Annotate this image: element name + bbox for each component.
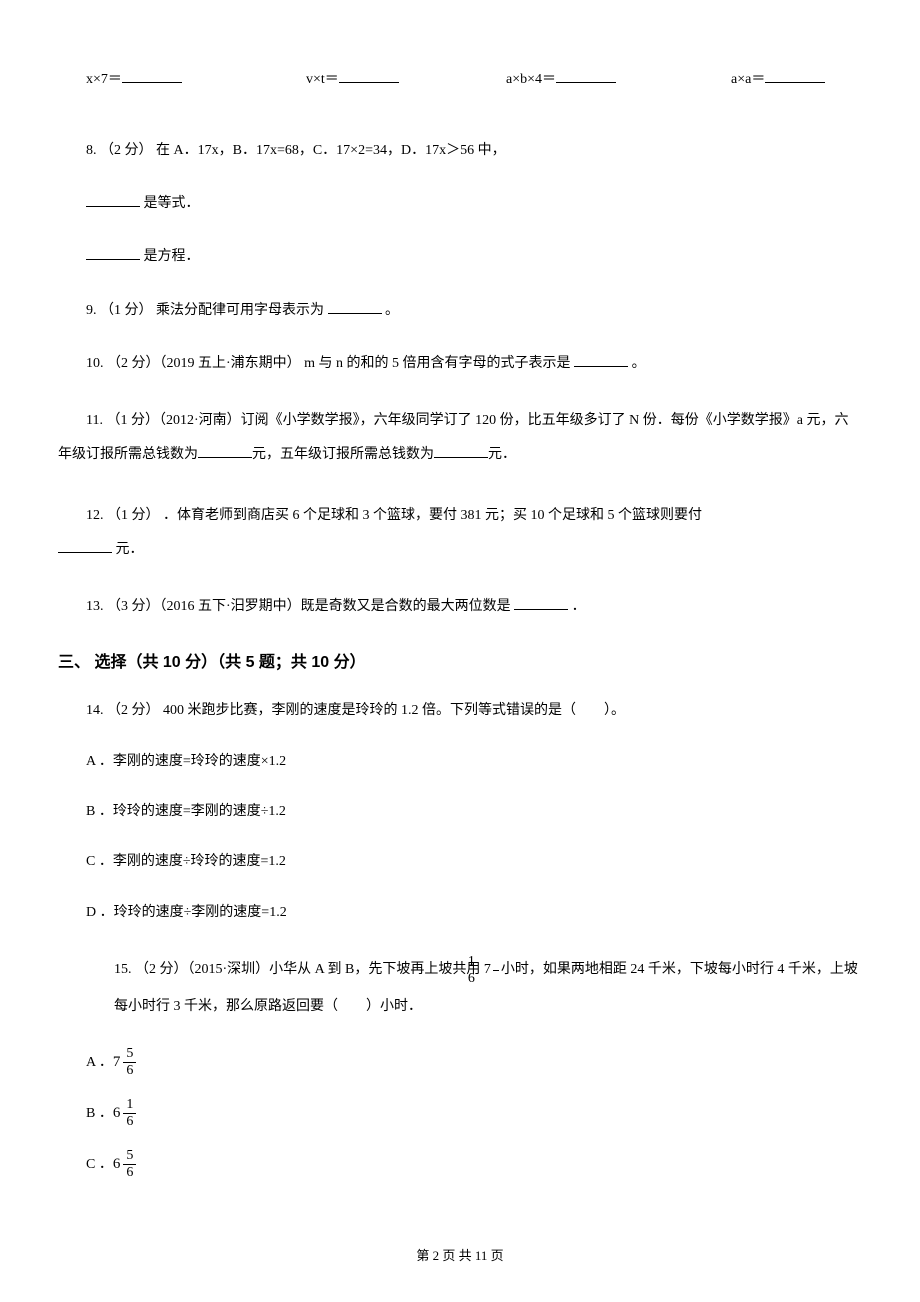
q8-line2: 是方程．: [86, 244, 862, 269]
question-9: 9. （1 分） 乘法分配律可用字母表示为 。: [86, 298, 862, 323]
q11-mid: 元，五年级订报所需总钱数为: [252, 447, 434, 462]
q8-line2-suffix: 是方程．: [144, 249, 200, 264]
q13-prefix: 13. （3 分）（2016 五下·汨罗期中）既是奇数又是合数的最大两位数是: [86, 599, 511, 614]
q15-b-label: B ．: [86, 1107, 113, 1121]
q15-a-whole: 7: [113, 1055, 121, 1070]
equation-2: v×t＝: [306, 68, 506, 88]
q15-frac-num: 1: [493, 955, 499, 971]
q14-choice-d: D ．玲玲的速度÷李刚的速度=1.2: [86, 902, 862, 924]
question-8: 8. （2 分） 在 A．17x，B．17x=68，C．17×2=34，D．17…: [86, 138, 862, 163]
equation-3: a×b×4＝: [506, 68, 731, 88]
question-14: 14. （2 分） 400 米跑步比赛，李刚的速度是玲玲的 1.2 倍。下列等式…: [86, 698, 862, 723]
blank-line: [514, 596, 568, 610]
blank-line: [434, 444, 488, 458]
equation-2-text: v×t＝: [306, 68, 339, 88]
q15-b-num: 1: [123, 1098, 136, 1114]
q15-prefix: 15. （2 分）（2015·深圳）小华从 A 到 B，先下坡再上坡共用 7: [86, 962, 491, 977]
q8-line1-suffix: 是等式．: [144, 196, 200, 211]
q8-main: 8. （2 分） 在 A．17x，B．17x=68，C．17×2=34，D．17…: [86, 143, 506, 158]
blank-line: [122, 69, 182, 83]
equation-1: x×7＝: [86, 68, 306, 88]
q15-fraction: 16: [491, 955, 501, 986]
q15-b-den: 6: [123, 1114, 136, 1129]
q8-line1: 是等式．: [86, 191, 862, 216]
equation-row: x×7＝ v×t＝ a×b×4＝ a×a＝: [86, 68, 862, 88]
q15-choice-b: B ． 6 1 6: [86, 1098, 862, 1129]
q15-a-label: A ．: [86, 1056, 113, 1070]
question-11: 11. （1 分）（2012·河南）订阅《小学数学报》，六年级同学订了 120 …: [58, 404, 862, 471]
q15-frac-den: 6: [493, 971, 499, 986]
equation-4: a×a＝: [731, 68, 825, 88]
equation-3-text: a×b×4＝: [506, 68, 556, 88]
q15-c-den: 6: [123, 1165, 136, 1180]
q15-b-whole: 6: [113, 1106, 121, 1121]
q14-choice-b: B ．玲玲的速度=李刚的速度÷1.2: [86, 801, 862, 823]
q12-prefix: 12. （1 分） ．体育老师到商店买 6 个足球和 3 个篮球，要付 381 …: [86, 508, 702, 523]
blank-line: [765, 69, 825, 83]
q15-choice-c: C ． 6 5 6: [86, 1149, 862, 1180]
blank-line: [339, 69, 399, 83]
blank-line: [328, 300, 382, 314]
q10-prefix: 10. （2 分）（2019 五上·浦东期中） m 与 n 的和的 5 倍用含有…: [86, 356, 571, 371]
q15-c-whole: 6: [113, 1157, 121, 1172]
blank-line: [198, 444, 252, 458]
blank-line: [86, 193, 140, 207]
blank-line: [556, 69, 616, 83]
q15-a-den: 6: [123, 1063, 136, 1078]
page-footer: 第 2 页 共 11 页: [0, 1245, 920, 1264]
q13-suffix: ．: [572, 599, 586, 614]
blank-line: [58, 539, 112, 553]
q15-c-label: C ．: [86, 1158, 113, 1172]
equation-4-text: a×a＝: [731, 68, 765, 88]
q10-suffix: 。: [632, 356, 646, 371]
q15-c-num: 5: [123, 1149, 136, 1165]
q14-main: 14. （2 分） 400 米跑步比赛，李刚的速度是玲玲的 1.2 倍。下列等式…: [86, 703, 625, 718]
q11-suffix: 元．: [488, 447, 516, 462]
question-15: 15. （2 分）（2015·深圳）小华从 A 到 B，先下坡再上坡共用 716…: [86, 952, 862, 1025]
q15-mid: 小时，如果两地相距 24 千米，下坡每小时: [501, 962, 760, 977]
q9-suffix: 。: [385, 303, 399, 318]
question-13: 13. （3 分）（2016 五下·汨罗期中）既是奇数又是合数的最大两位数是 ．: [86, 594, 862, 619]
question-10: 10. （2 分）（2019 五上·浦东期中） m 与 n 的和的 5 倍用含有…: [86, 351, 862, 376]
question-12: 12. （1 分） ．体育老师到商店买 6 个足球和 3 个篮球，要付 381 …: [58, 499, 862, 566]
section-3-header: 三、 选择（共 10 分）（共 5 题；共 10 分）: [58, 648, 862, 672]
equation-1-text: x×7＝: [86, 68, 122, 88]
blank-line: [574, 353, 628, 367]
q15-choice-a: A ． 7 5 6: [86, 1047, 862, 1078]
q15-a-mixed: 7 5 6: [113, 1047, 139, 1078]
q15-b-mixed: 6 1 6: [113, 1098, 139, 1129]
q12-suffix: 元．: [112, 542, 144, 557]
q9-prefix: 9. （1 分） 乘法分配律可用字母表示为: [86, 303, 324, 318]
q15-a-num: 5: [123, 1047, 136, 1063]
q15-c-mixed: 6 5 6: [113, 1149, 139, 1180]
blank-line: [86, 246, 140, 260]
q14-choice-a: A ．李刚的速度=玲玲的速度×1.2: [86, 751, 862, 773]
q14-choice-c: C ．李刚的速度÷玲玲的速度=1.2: [86, 851, 862, 873]
